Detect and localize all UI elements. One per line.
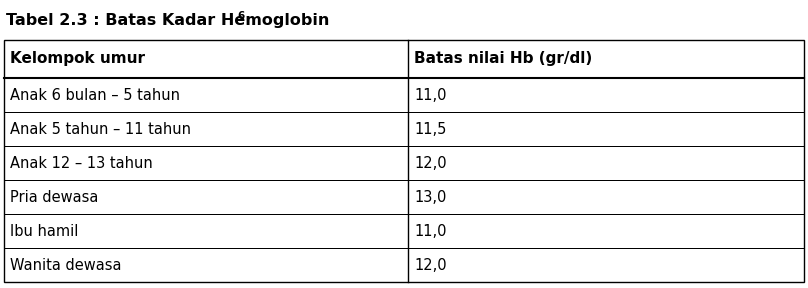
Text: Anak 5 tahun – 11 tahun: Anak 5 tahun – 11 tahun: [10, 122, 191, 137]
Text: 6: 6: [238, 11, 245, 21]
Text: Anak 12 – 13 tahun: Anak 12 – 13 tahun: [10, 156, 153, 170]
Text: 11,0: 11,0: [414, 88, 447, 103]
Text: Wanita dewasa: Wanita dewasa: [10, 257, 121, 272]
Text: 11,5: 11,5: [414, 122, 446, 137]
Text: 12,0: 12,0: [414, 156, 447, 170]
Text: Tabel 2.3 : Batas Kadar Hemoglobin: Tabel 2.3 : Batas Kadar Hemoglobin: [6, 14, 330, 29]
Text: Ibu hamil: Ibu hamil: [10, 223, 78, 238]
Bar: [4, 40, 804, 282]
Text: Tabel 2.3 : Batas Kadar Hemoglobin: Tabel 2.3 : Batas Kadar Hemoglobin: [6, 14, 330, 29]
Text: Anak 6 bulan – 5 tahun: Anak 6 bulan – 5 tahun: [10, 88, 180, 103]
Text: Batas nilai Hb (gr/dl): Batas nilai Hb (gr/dl): [414, 52, 592, 67]
Text: 12,0: 12,0: [414, 257, 447, 272]
Text: Kelompok umur: Kelompok umur: [10, 52, 145, 67]
Text: Pria dewasa: Pria dewasa: [10, 190, 99, 204]
Text: 13,0: 13,0: [414, 190, 446, 204]
Text: 11,0: 11,0: [414, 223, 447, 238]
